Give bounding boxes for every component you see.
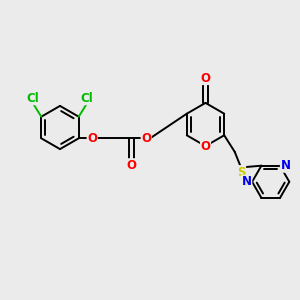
Text: Cl: Cl <box>26 92 39 105</box>
Text: S: S <box>237 166 246 179</box>
Text: O: O <box>200 71 211 85</box>
Text: O: O <box>141 132 151 145</box>
Text: N: N <box>280 159 290 172</box>
Text: O: O <box>200 140 211 153</box>
Text: O: O <box>126 159 136 172</box>
Text: O: O <box>87 132 97 145</box>
Text: Cl: Cl <box>81 92 94 105</box>
Text: N: N <box>242 175 252 188</box>
